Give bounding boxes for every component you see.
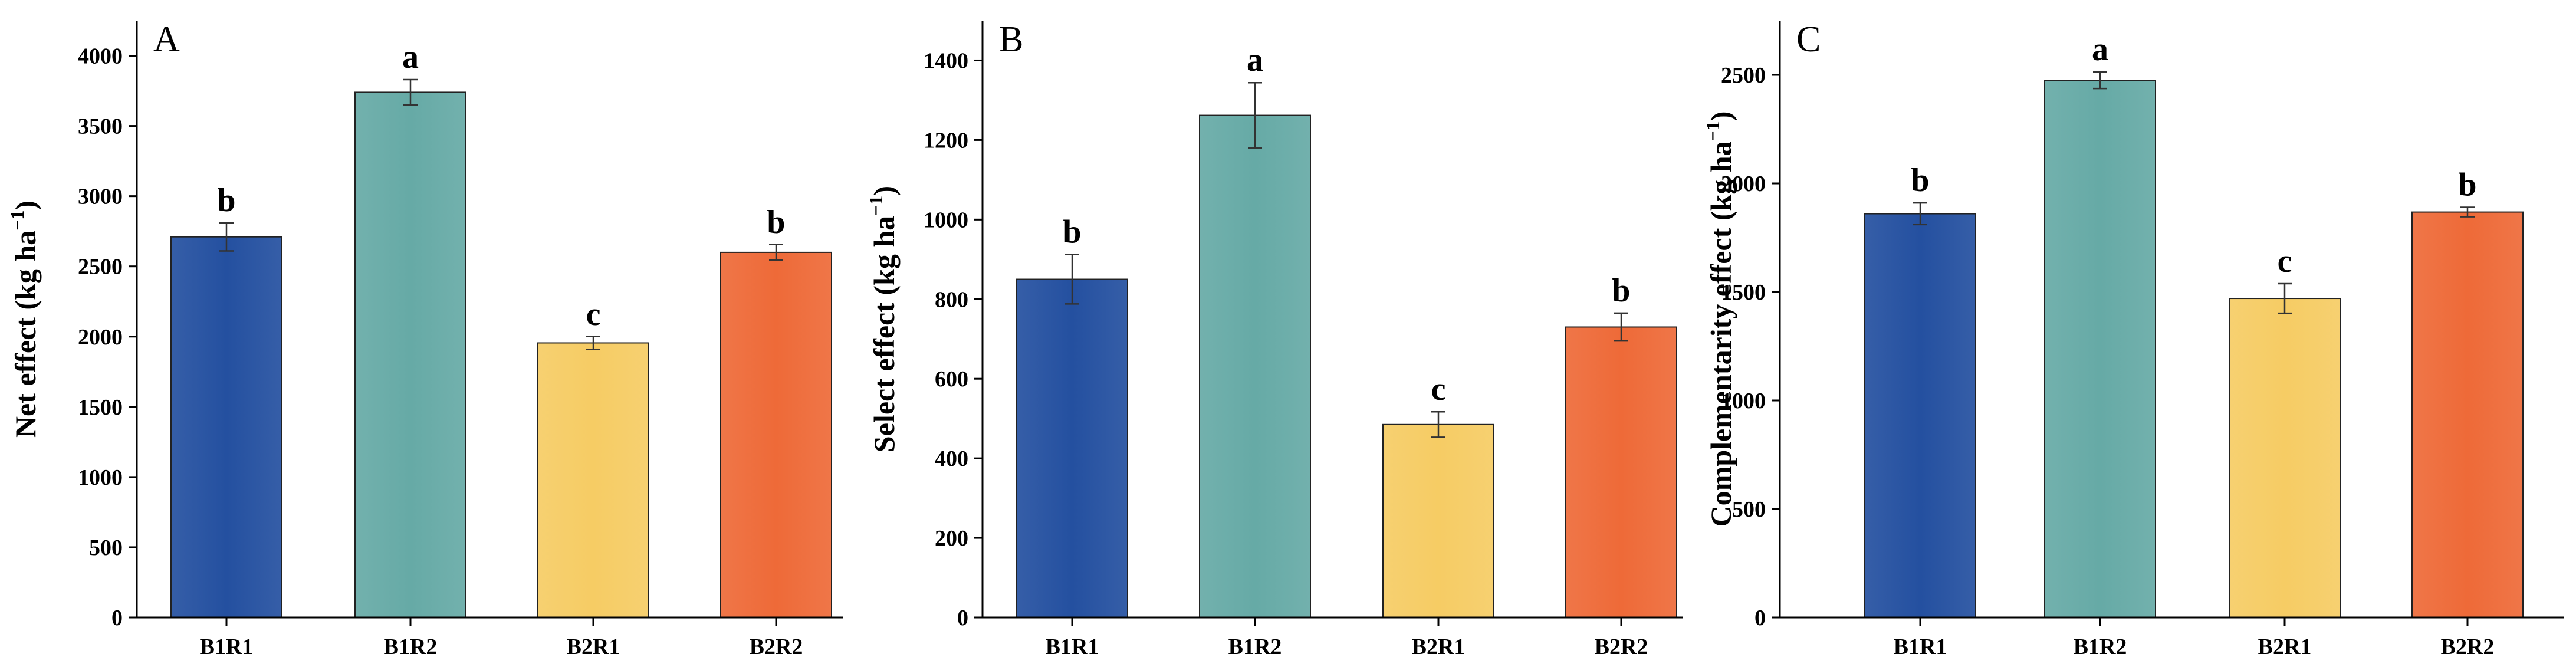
y-tick-label: 1000: [78, 465, 123, 490]
significance-letter-b1r2: a: [1247, 42, 1263, 78]
y-tick-label: 2000: [78, 325, 123, 350]
y-tick-label: 1200: [924, 128, 968, 153]
significance-letter-b2r1: c: [586, 296, 601, 333]
significance-letter-b1r2: a: [402, 39, 419, 75]
bar-b2r1: [2229, 298, 2341, 619]
y-tick-label: 2000: [1721, 172, 1766, 196]
panel-letter: C: [1796, 19, 1821, 60]
y-tick-label: 4000: [78, 44, 123, 69]
significance-letter-b1r1: b: [1911, 162, 1929, 199]
panel-letter: B: [999, 19, 1023, 60]
bar-b2r1: [1382, 423, 1494, 619]
y-tick-label: 3000: [78, 185, 123, 209]
bar-b1r2: [1199, 114, 1311, 618]
significance-letter-b1r1: b: [217, 182, 235, 219]
bar-b1r2: [354, 91, 466, 618]
y-tick-label: 1500: [1721, 280, 1766, 305]
y-tick-label: 200: [935, 526, 968, 551]
y-axis-title: Net effect (kg ha−1): [6, 201, 42, 438]
significance-letter-b1r1: b: [1063, 214, 1081, 251]
y-tick-label: 600: [935, 367, 968, 392]
bar-b2r2: [1565, 326, 1677, 618]
y-tick-label: 800: [935, 287, 968, 312]
chart-panel-a: b B1R1 a B1R2 c B2R1 b B2R2 0 500 1000 1500 2000 2500…: [6, 19, 843, 659]
bar-b1r2: [2044, 80, 2156, 618]
x-tick-label-b1r2: B1R2: [2074, 635, 2127, 659]
y-tick-label: 1000: [924, 208, 968, 232]
x-tick-label-b1r2: B1R2: [1228, 635, 1282, 659]
significance-letter-b2r2: b: [2458, 166, 2476, 203]
x-tick-label-b2r1: B2R1: [567, 635, 620, 659]
x-tick-label-b1r1: B1R1: [200, 635, 254, 659]
x-tick-label-b2r2: B2R2: [1595, 635, 1648, 659]
significance-letter-b2r2: b: [767, 204, 785, 241]
significance-letter-b2r1: c: [1431, 371, 1446, 408]
x-tick-label-b1r1: B1R1: [1046, 635, 1099, 659]
bar-b1r1: [170, 236, 282, 618]
y-tick-label: 1500: [78, 395, 123, 420]
chart-panel-c: b B1R1 a B1R2 c B2R1 b B2R2 0 500 1000 1500 2000 2500…: [1702, 19, 2564, 659]
y-axis-title: Select effect (kg ha−1): [865, 186, 901, 452]
y-tick-label: 1000: [1721, 389, 1766, 413]
significance-letter-b2r1: c: [2278, 243, 2292, 280]
x-tick-label-b2r1: B2R1: [2258, 635, 2312, 659]
x-tick-label-b2r2: B2R2: [750, 635, 803, 659]
x-tick-label-b2r2: B2R2: [2441, 635, 2495, 659]
y-tick-label: 500: [89, 535, 123, 560]
x-tick-label-b2r1: B2R1: [1412, 635, 1466, 659]
y-tick-label: 2500: [78, 255, 123, 280]
y-tick-label: 0: [1754, 606, 1766, 630]
significance-letter-b1r2: a: [2092, 31, 2108, 68]
bar-b1r1: [1016, 278, 1128, 618]
y-tick-label: 1400: [924, 48, 968, 73]
bar-b2r2: [720, 251, 832, 618]
y-tick-label: 0: [957, 606, 968, 630]
bar-b2r1: [537, 342, 649, 618]
bar-b1r1: [1864, 213, 1976, 618]
y-tick-label: 2500: [1721, 63, 1766, 88]
y-axis-title: Complementarity effect (kg ha−1): [1702, 111, 1737, 527]
significance-letter-b2r2: b: [1612, 272, 1630, 309]
x-tick-label-b1r1: B1R1: [1894, 635, 1947, 659]
panel-letter: A: [153, 19, 180, 60]
y-tick-label: 400: [935, 446, 968, 471]
chart-panel-b: b B1R1 a B1R2 c B2R1 b B2R2 0 200 400 600 800 1000 120…: [865, 19, 1683, 659]
y-tick-label: 500: [1732, 497, 1766, 522]
bar-b2r2: [2411, 211, 2524, 618]
y-tick-label: 3500: [78, 114, 123, 139]
x-tick-label-b1r2: B1R2: [384, 635, 438, 659]
y-tick-label: 0: [111, 606, 123, 630]
